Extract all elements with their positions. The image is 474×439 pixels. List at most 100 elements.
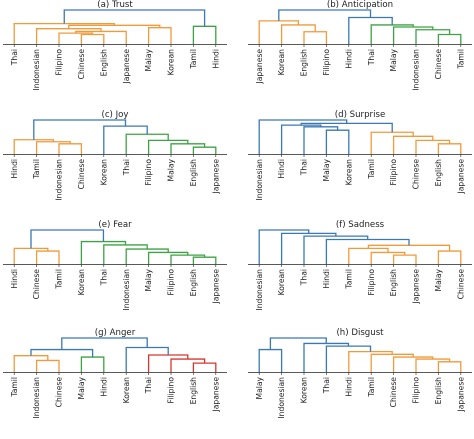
dendrogram-link xyxy=(147,354,189,372)
dendrogram-link xyxy=(437,250,462,264)
leaf-label: Indonesian xyxy=(412,49,421,91)
leaf-label: English xyxy=(99,49,108,77)
dendrogram-link xyxy=(303,126,339,154)
dendrogram-panel: (h) Disgust Malay Indonesian Korean Thai Hind… xyxy=(248,328,472,419)
leaf-label: Malay xyxy=(167,159,176,182)
leaf-label: Chinese xyxy=(77,49,86,80)
dendrogram-link xyxy=(35,359,60,372)
dendrogram-link xyxy=(415,139,451,154)
leaf-label: Malay xyxy=(389,49,398,72)
dendrogram-link xyxy=(192,256,217,264)
dendrogram-link xyxy=(147,139,189,154)
dendrogram-link xyxy=(258,229,310,264)
dendrogram-link xyxy=(192,362,217,372)
dendrogram-link xyxy=(35,250,60,264)
leaf-label: Filipino xyxy=(412,377,421,404)
dendrogram-panel: (d) Surprise Indonesian Hindi Thai Malay Kore… xyxy=(248,110,472,201)
leaf-label: Korean xyxy=(99,159,108,186)
leaf-label: Malay xyxy=(144,269,153,292)
dendrogram-link xyxy=(170,254,206,264)
dendrogram-link xyxy=(370,131,414,154)
dendrogram-link xyxy=(269,337,327,350)
panel-title: (e) Fear xyxy=(98,220,132,230)
leaf-label: Thai xyxy=(300,269,309,286)
leaf-label: Filipino xyxy=(144,159,153,186)
dendrogram-link xyxy=(415,29,451,44)
leaf-label: Filipino xyxy=(367,269,376,296)
dendrogram-panel: (b) Anticipation Japanese Korean English Fil… xyxy=(248,0,472,91)
dendrogram-panel: (g) Anger Tamil Indonesian Chinese Malay Hind… xyxy=(3,328,227,419)
dendrogram-link xyxy=(370,24,414,44)
leaf-label: Indonesian xyxy=(255,269,264,311)
leaf-label: Hindi xyxy=(277,159,286,179)
leaf-label: Chinese xyxy=(77,159,86,190)
dendrogram-link xyxy=(13,22,115,44)
dendrogram-link xyxy=(147,27,172,44)
leaf-label: Thai xyxy=(144,377,153,394)
dendrogram-link xyxy=(61,337,148,350)
leaf-label: Indonesian xyxy=(32,49,41,91)
leaf-label: Tamil xyxy=(344,269,353,290)
dendrogram-link xyxy=(348,247,389,264)
dendrogram-link xyxy=(437,143,462,154)
leaf-label: Thai xyxy=(367,49,376,66)
leaf-label: Hindi xyxy=(99,377,108,397)
leaf-label: Indonesian xyxy=(32,377,41,419)
leaf-label: English xyxy=(389,269,398,297)
panel-title: (f) Sadness xyxy=(336,220,385,230)
dendrogram-link xyxy=(258,348,283,372)
leaf-label: Japanese xyxy=(255,49,264,85)
leaf-label: Korean xyxy=(167,49,176,76)
leaf-label: Thai xyxy=(99,269,108,286)
dendrogram-link xyxy=(63,9,206,27)
leaf-label: Chinese xyxy=(434,49,443,80)
leaf-label: Filipino xyxy=(322,49,331,76)
dendrogram-link xyxy=(437,33,462,44)
leaf-label: Filipino xyxy=(389,159,398,186)
leaf-label: Hindi xyxy=(344,49,353,69)
leaf-label: Malay xyxy=(255,377,264,400)
leaf-label: Thai xyxy=(322,377,331,394)
leaf-label: English xyxy=(434,159,443,187)
leaf-label: Malay xyxy=(77,377,86,400)
dendrogram-link xyxy=(325,129,350,154)
dendrogram-panel: (e) Fear Hindi Chinese Tamil Korean Thai Indon… xyxy=(3,220,227,311)
leaf-label: English xyxy=(434,377,443,405)
leaf-label: Korean xyxy=(277,269,286,296)
leaf-label: Tamil xyxy=(189,49,198,70)
leaf-label: Korean xyxy=(277,49,286,76)
leaf-label: Chinese xyxy=(456,269,465,300)
leaf-label: Indonesian xyxy=(277,377,286,419)
panel-title: (g) Anger xyxy=(95,328,136,338)
leaf-label: Thai xyxy=(300,159,309,176)
dendrogram-link xyxy=(392,135,434,154)
leaf-label: Indonesian xyxy=(55,159,64,201)
leaf-label: Chinese xyxy=(32,269,41,300)
dendrogram-link xyxy=(13,355,49,372)
leaf-label: Hindi xyxy=(10,159,19,179)
leaf-label: Chinese xyxy=(412,159,421,190)
leaf-label: Malay xyxy=(322,159,331,182)
leaf-label: Chinese xyxy=(389,377,398,408)
leaf-label: English xyxy=(189,377,198,405)
dendrogram-link xyxy=(280,232,337,264)
dendrogram-link xyxy=(80,356,105,372)
dendrogram-panel: (c) Joy Hindi Tamil Indonesian Chinese Korean… xyxy=(3,110,227,201)
leaf-label: Chinese xyxy=(55,377,64,408)
leaf-label: English xyxy=(300,49,309,77)
dendrogram-link xyxy=(58,143,83,154)
dendrogram-link xyxy=(280,24,316,44)
dendrogram-link xyxy=(80,33,105,44)
panel-title: (h) Disgust xyxy=(336,328,384,338)
leaf-label: Malay xyxy=(434,269,443,292)
panel-title: (b) Anticipation xyxy=(327,0,393,10)
leaf-label: Tamil xyxy=(10,377,19,398)
dendrogram-link xyxy=(125,133,169,154)
dendrogram-link xyxy=(278,9,372,21)
dendrogram-link xyxy=(125,346,169,372)
leaf-label: Thai xyxy=(10,49,19,66)
leaf-label: English xyxy=(189,269,198,297)
leaf-label: Korean xyxy=(77,269,86,296)
leaf-label: Filipino xyxy=(55,49,64,76)
